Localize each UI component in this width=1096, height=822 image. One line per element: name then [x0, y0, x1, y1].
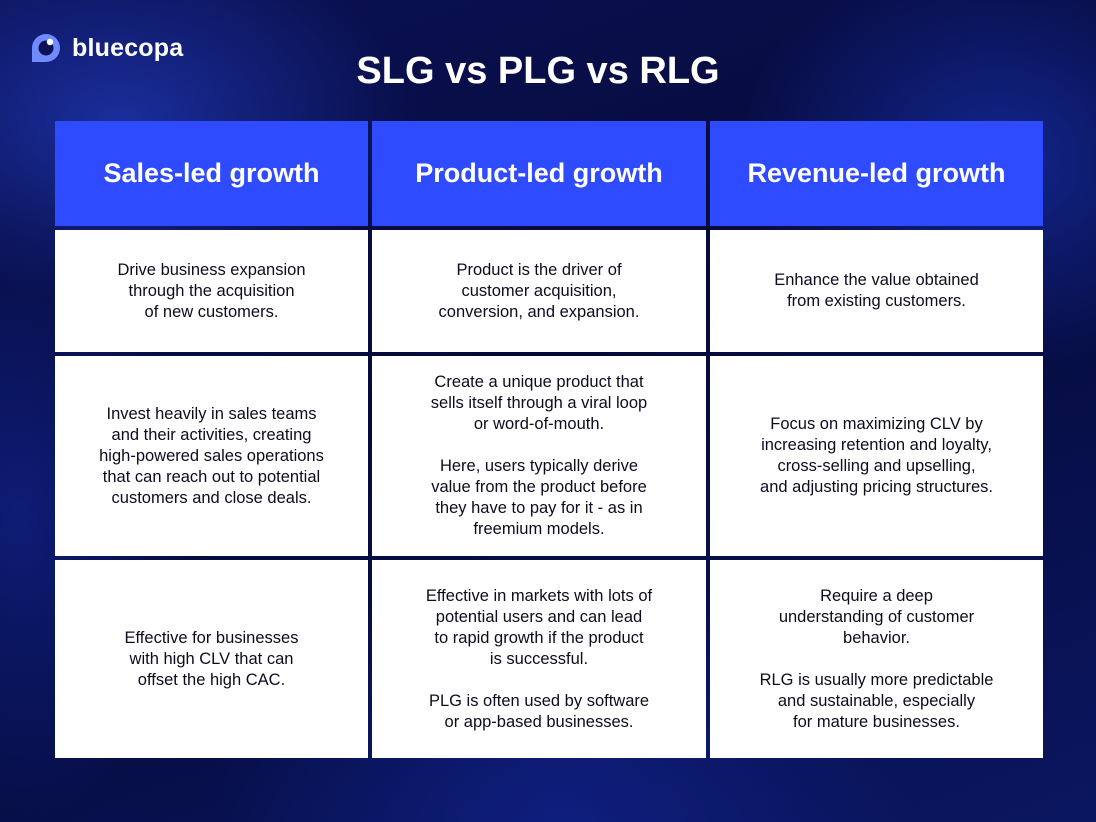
brand-logo[interactable]: bluecopa	[28, 30, 183, 66]
column-header-revenue-led: Revenue-led growth	[710, 121, 1043, 226]
table-cell: Require a deep understanding of customer…	[710, 560, 1043, 758]
page-title: SLG vs PLG vs RLG	[356, 50, 720, 92]
cell-text: PLG is often used by software or app-bas…	[428, 691, 650, 731]
table-cell: Drive business expansion through the acq…	[55, 230, 368, 352]
cell-text: Focus on maximizing CLV by increasing re…	[760, 415, 993, 496]
comparison-table: Sales-led growth Product-led growth Reve…	[55, 121, 1043, 758]
bluecopa-logo-icon	[28, 30, 64, 66]
cell-text: Require a deep understanding of customer…	[778, 586, 975, 647]
cell-text: Enhance the value obtained from existing…	[774, 271, 979, 310]
cell-text: Effective in markets with lots of potent…	[425, 586, 653, 668]
column-header-sales-led: Sales-led growth	[55, 121, 368, 226]
table-cell: Enhance the value obtained from existing…	[710, 230, 1043, 352]
table-cell: Focus on maximizing CLV by increasing re…	[710, 356, 1043, 556]
table-cell: Effective for businesses with high CLV t…	[55, 560, 368, 758]
cell-text: RLG is usually more predictable and sust…	[759, 670, 994, 731]
cell-text: Effective for businesses with high CLV t…	[124, 628, 299, 689]
cell-text: Drive business expansion through the acq…	[117, 260, 306, 321]
table-cell: Invest heavily in sales teams and their …	[55, 356, 368, 556]
cell-text: Here, users typically derive value from …	[431, 457, 647, 538]
cell-text: Create a unique product that sells itsel…	[430, 373, 648, 433]
cell-text: Invest heavily in sales teams and their …	[99, 404, 324, 507]
table-cell: Create a unique product that sells itsel…	[372, 356, 706, 556]
column-header-product-led: Product-led growth	[372, 121, 706, 226]
cell-text: Product is the driver of customer acquis…	[438, 260, 640, 321]
table-cell: Effective in markets with lots of potent…	[372, 560, 706, 758]
brand-name: bluecopa	[72, 33, 184, 62]
table-cell: Product is the driver of customer acquis…	[372, 230, 706, 352]
